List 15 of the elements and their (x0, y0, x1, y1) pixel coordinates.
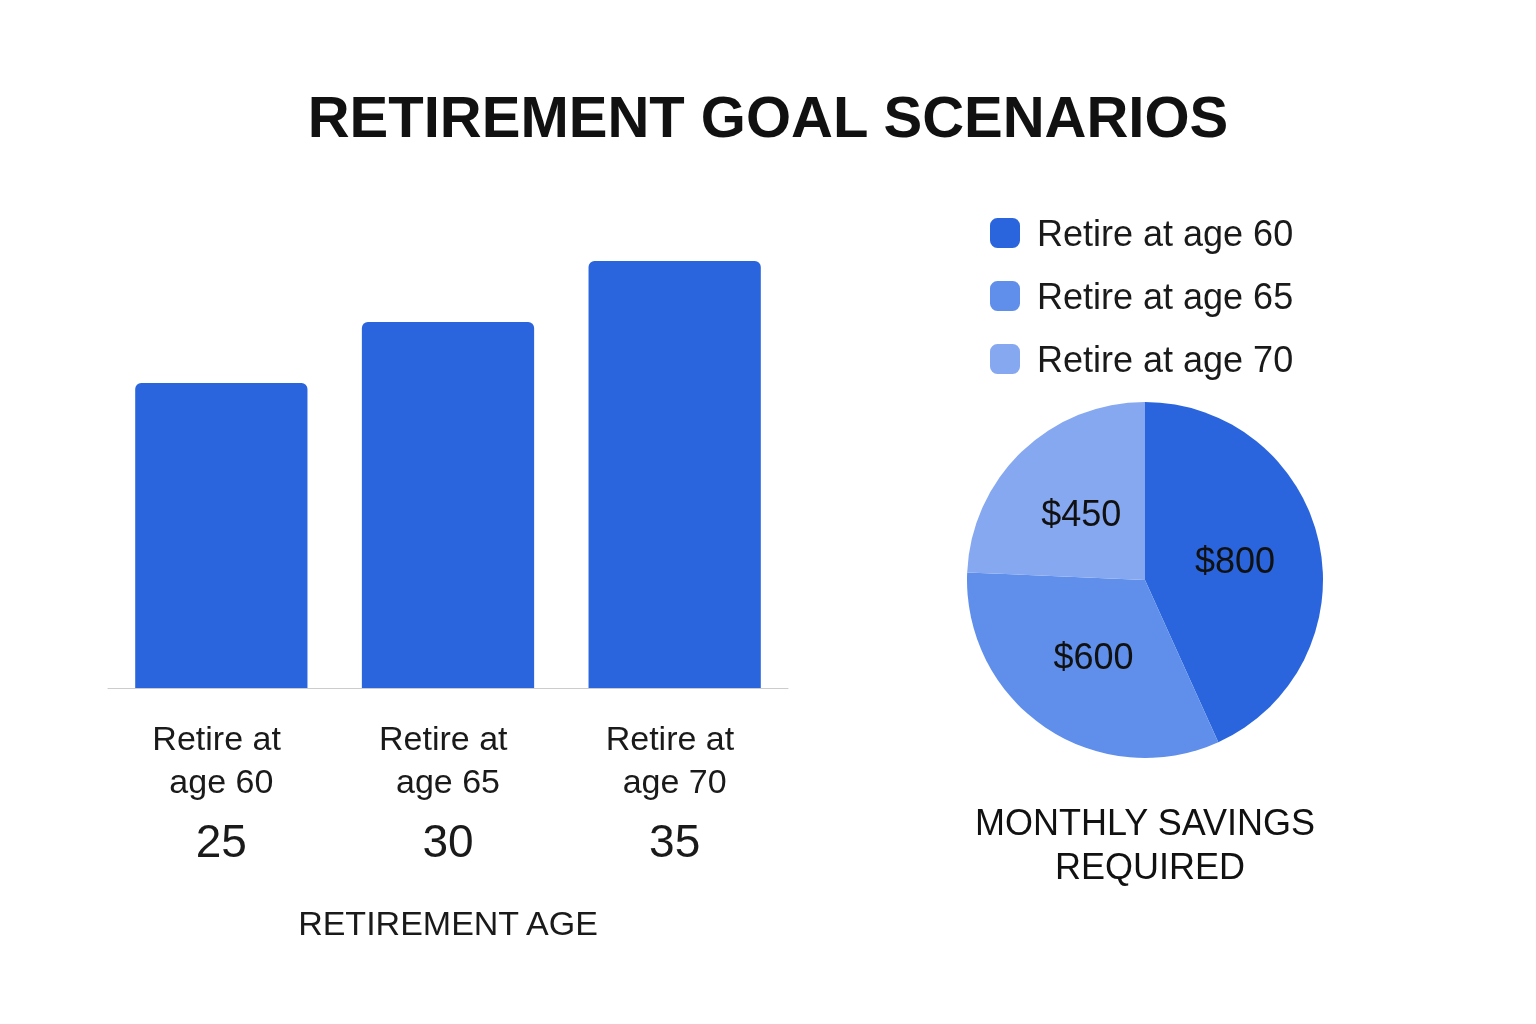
text: MONTHLY SAVINGS REQUIRED (974, 801, 1326, 887)
chart-title: RETIREMENT GOAL SCENARIOS (307, 83, 1229, 149)
data-label: 35 (649, 815, 701, 867)
data-label: 25 (195, 815, 247, 867)
legend-label: Retire at age 70 (1037, 338, 1294, 380)
data-label: $800 (1194, 540, 1275, 582)
x-tick-label: Retire at age 60 (152, 718, 291, 800)
data-label: 30 (422, 815, 474, 867)
legend-label: Retire at age 65 (1037, 275, 1294, 317)
legend-label: Retire at age 60 (1037, 212, 1294, 254)
x-axis-title: RETIREMENT AGE (298, 904, 598, 942)
data-label: $600 (1053, 635, 1134, 677)
x-tick-label: Retire at age 70 (605, 718, 744, 800)
x-tick-label: Retire at age 65 (379, 718, 517, 800)
data-label: $450 (1041, 493, 1122, 535)
